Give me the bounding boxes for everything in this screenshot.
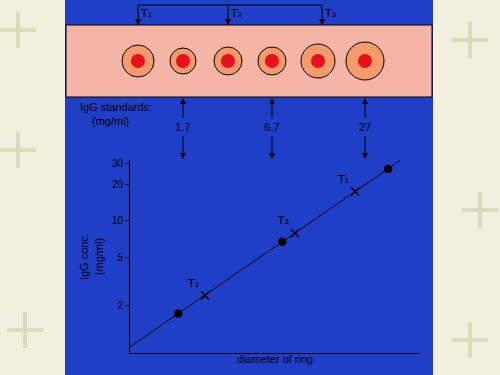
svg-text:27: 27 (359, 121, 371, 133)
svg-text:T₃: T₃ (324, 7, 336, 20)
svg-text:T₁: T₁ (140, 7, 152, 20)
svg-text:2: 2 (117, 300, 123, 311)
svg-text:T₂: T₂ (187, 277, 199, 290)
svg-text:(mg/ml): (mg/ml) (92, 115, 129, 127)
svg-text:T₂: T₂ (230, 7, 242, 20)
svg-text:T₁: T₁ (337, 173, 349, 186)
svg-text:10: 10 (112, 215, 124, 226)
svg-text:IgG standards:: IgG standards: (80, 101, 152, 113)
svg-text:IgG conc.(mg/ml): IgG conc.(mg/ml) (78, 233, 104, 280)
svg-text:20: 20 (112, 179, 124, 190)
svg-text:6.7: 6.7 (264, 121, 279, 133)
svg-text:30: 30 (112, 158, 124, 169)
svg-text:diameter of ring: diameter of ring (237, 353, 313, 365)
svg-text:1.7: 1.7 (175, 121, 190, 133)
svg-text:5: 5 (117, 252, 123, 263)
svg-text:T₃: T₃ (277, 214, 289, 227)
